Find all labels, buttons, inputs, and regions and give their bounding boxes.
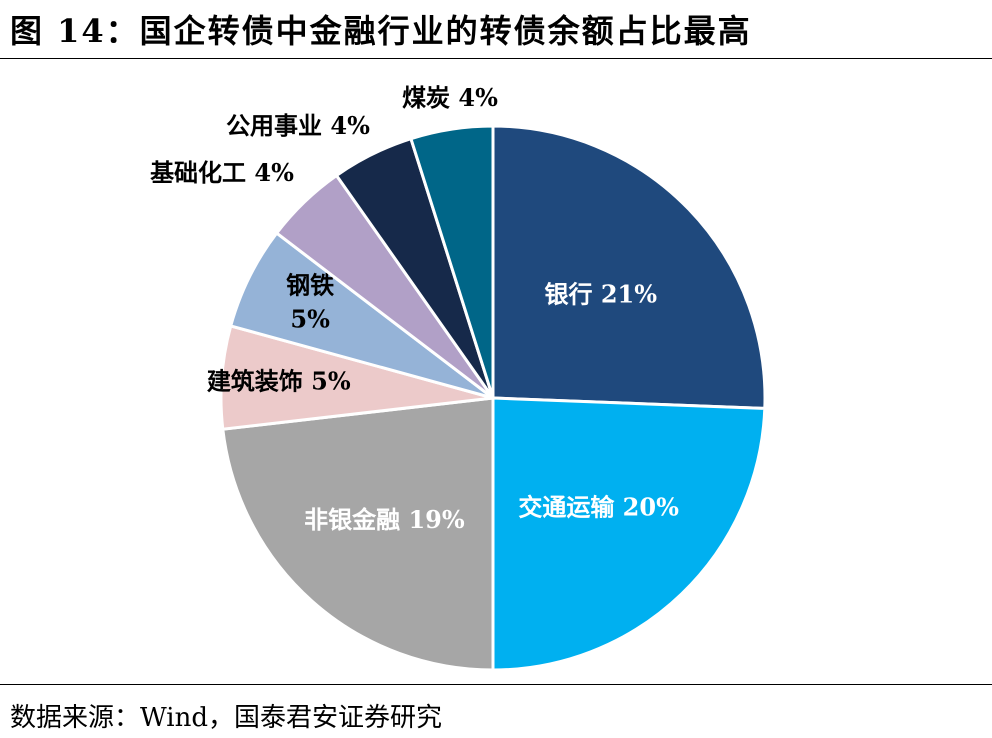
pie-slice-1 bbox=[491, 124, 767, 410]
figure-title: 图 14：国企转债中金融行业的转债余额占比最高 bbox=[10, 12, 752, 50]
slice-label-8: 煤炭 4% bbox=[402, 83, 498, 112]
bottom-rule bbox=[0, 684, 992, 685]
top-rule bbox=[0, 58, 992, 59]
pie-slice-3 bbox=[221, 396, 495, 672]
slice-label-3: 非银金融 19% bbox=[304, 505, 465, 534]
slice-label-7: 公用事业 4% bbox=[226, 111, 370, 140]
pie-slice-8 bbox=[409, 124, 495, 399]
source-note: 数据来源：Wind，国泰君安证券研究 bbox=[10, 703, 442, 733]
slice-label-6: 基础化工 4% bbox=[150, 158, 294, 187]
slice-label-name: 钢铁 bbox=[286, 270, 334, 299]
slice-label-5: 钢铁 5% bbox=[286, 270, 334, 333]
pie-chart: 银行 21% 交通运输 20% 非银金融 19% 建筑装饰 5% 钢铁 5% 基础化工 4%… bbox=[150, 83, 767, 672]
slice-label-percent: 5% bbox=[290, 304, 330, 333]
slice-label-2: 交通运输 20% bbox=[518, 493, 679, 522]
slice-label-1: 银行 21% bbox=[545, 279, 658, 308]
pie-slice-2 bbox=[491, 396, 767, 672]
slice-label-4: 建筑装饰 5% bbox=[207, 367, 351, 396]
